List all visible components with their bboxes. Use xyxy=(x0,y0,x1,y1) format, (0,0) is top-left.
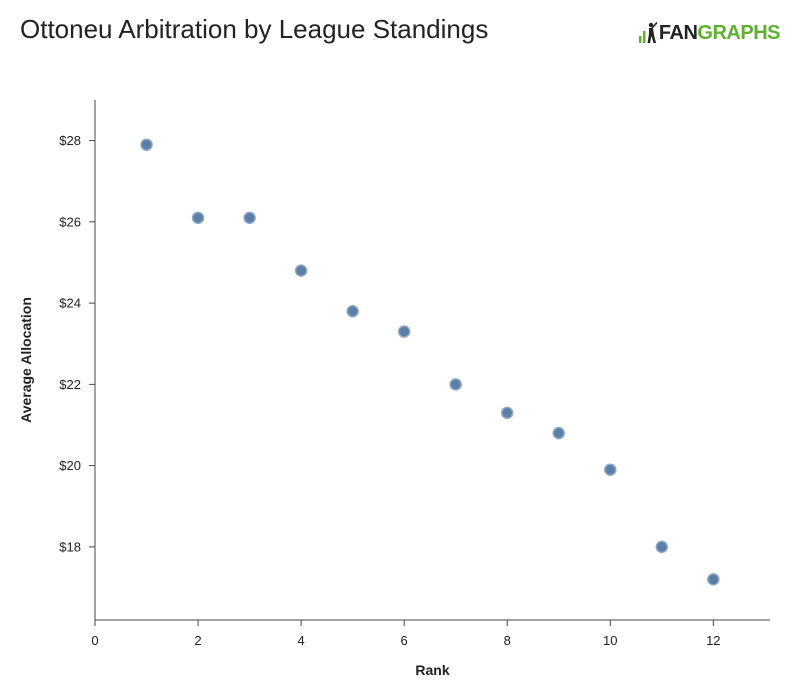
data-point[interactable] xyxy=(604,463,617,476)
batter-icon xyxy=(638,22,657,43)
chart-axes: 0 2 4 6 8 10 12 $18 $20 $22 $24 $26 $28 xyxy=(59,100,770,648)
y-tick-label: $24 xyxy=(59,296,81,311)
data-point[interactable] xyxy=(140,138,153,151)
x-tick-label: 10 xyxy=(603,633,617,648)
y-tick-label: $28 xyxy=(59,133,81,148)
logo-text-graphs: GRAPHS xyxy=(697,21,780,44)
y-axis-title: Average Allocation xyxy=(18,297,34,423)
fangraphs-logo[interactable]: FAN GRAPHS xyxy=(638,18,780,48)
data-point[interactable] xyxy=(552,426,565,440)
data-point[interactable] xyxy=(346,305,359,318)
y-tick-label: $20 xyxy=(59,458,81,473)
data-point[interactable] xyxy=(397,325,411,338)
x-tick-label: 6 xyxy=(401,633,408,648)
data-point[interactable] xyxy=(243,211,256,225)
chart-title: Ottoneu Arbitration by League Standings xyxy=(20,14,489,44)
x-tick-label: 8 xyxy=(504,633,511,648)
y-tick-label: $22 xyxy=(59,377,81,392)
y-tick-label: $26 xyxy=(59,214,81,229)
data-point[interactable] xyxy=(500,406,514,420)
x-axis-title: Rank xyxy=(415,662,449,678)
logo-text-fan: FAN xyxy=(658,21,698,44)
x-tick-label: 4 xyxy=(297,633,304,648)
data-point[interactable] xyxy=(707,573,720,586)
data-point[interactable] xyxy=(294,264,308,277)
data-point[interactable] xyxy=(655,540,669,554)
data-points xyxy=(140,138,720,586)
x-tick-label: 0 xyxy=(91,633,98,648)
data-point[interactable] xyxy=(449,378,462,391)
data-point[interactable] xyxy=(191,211,205,225)
y-tick-label: $18 xyxy=(59,539,81,554)
x-tick-label: 12 xyxy=(706,633,720,648)
x-tick-label: 2 xyxy=(194,633,201,648)
